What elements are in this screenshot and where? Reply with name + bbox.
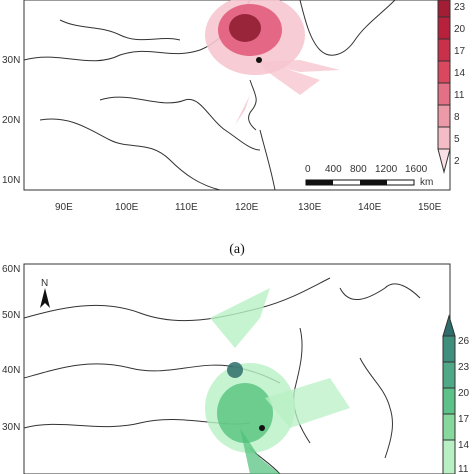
lon-label: 150E <box>418 202 442 213</box>
lat-label: 20N <box>2 115 20 126</box>
svg-text:km: km <box>420 177 433 188</box>
svg-text:0: 0 <box>305 164 311 175</box>
panel-a-caption: (a) <box>229 242 245 257</box>
svg-text:17: 17 <box>454 46 466 57</box>
svg-text:14: 14 <box>458 440 470 451</box>
svg-text:20: 20 <box>458 388 470 399</box>
svg-text:23: 23 <box>458 362 470 373</box>
receptor-site-a <box>256 57 262 63</box>
lat-label: 30N <box>2 55 20 66</box>
lon-label: 140E <box>358 202 382 213</box>
lon-axis-a: 90E 100E 110E 120E 130E 140E 150E <box>55 202 442 213</box>
svg-text:5: 5 <box>454 134 460 145</box>
svg-text:8: 8 <box>454 112 460 123</box>
svg-text:23: 23 <box>454 2 466 13</box>
svg-text:26: 26 <box>458 336 470 347</box>
legend-a: 23 20 17 14 11 8 5 2 <box>437 0 466 174</box>
north-arrow-icon: N <box>40 278 50 308</box>
svg-text:1600: 1600 <box>405 164 428 175</box>
svg-text:400: 400 <box>325 164 342 175</box>
lat-label: 50N <box>2 310 20 321</box>
svg-text:1200: 1200 <box>375 164 398 175</box>
trajectory-density-b <box>205 288 350 474</box>
lon-label: 90E <box>55 202 73 213</box>
svg-text:20: 20 <box>454 24 466 35</box>
lon-label: 100E <box>115 202 139 213</box>
map-a-svg: 30N 20N 10N 0 400 800 1200 1600 km 23 20 <box>2 0 466 191</box>
receptor-site-b <box>259 425 265 431</box>
svg-text:14: 14 <box>454 68 466 79</box>
trajectory-density-a <box>205 0 340 125</box>
svg-text:N: N <box>41 278 48 289</box>
lat-label: 60N <box>2 264 20 275</box>
scale-bar: 0 400 800 1200 1600 km <box>305 164 433 188</box>
svg-text:2: 2 <box>454 156 460 167</box>
map-panel-b: N 60N 50N 40N 30N 26 23 20 17 14 <box>0 258 474 474</box>
map-b-svg: N 60N 50N 40N 30N 26 23 20 17 14 <box>2 263 470 474</box>
map-panel-a: 30N 20N 10N 0 400 800 1200 1600 km 23 20 <box>0 0 474 213</box>
svg-text:17: 17 <box>458 414 470 425</box>
lon-label: 110E <box>175 202 198 213</box>
svg-text:11: 11 <box>454 90 465 101</box>
svg-text:11: 11 <box>458 464 469 474</box>
lat-label: 10N <box>2 175 20 186</box>
lat-label: 30N <box>2 422 20 433</box>
lon-label: 120E <box>235 202 259 213</box>
lon-label: 130E <box>298 202 322 213</box>
svg-text:800: 800 <box>350 164 367 175</box>
legend-b: 26 23 20 17 14 11 <box>442 314 470 474</box>
lat-label: 40N <box>2 365 20 376</box>
